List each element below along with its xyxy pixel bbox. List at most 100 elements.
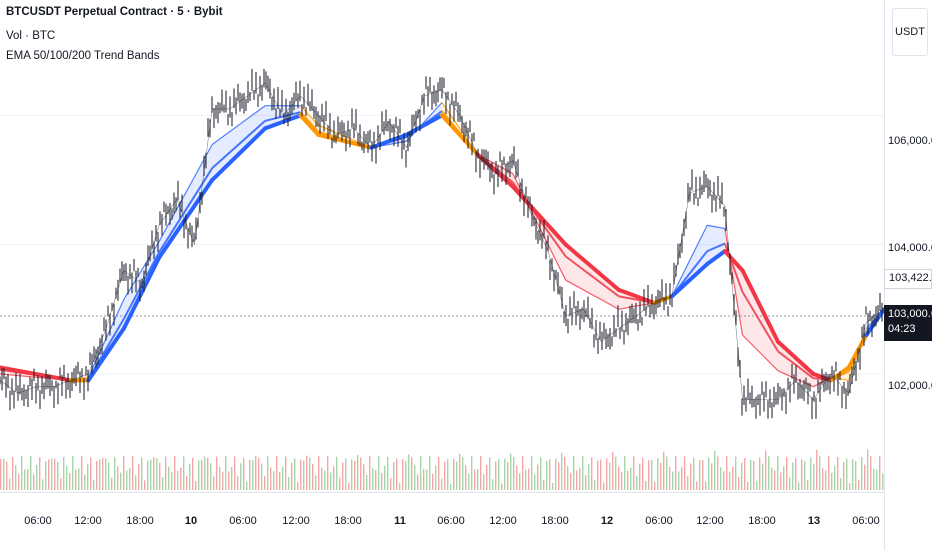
volume-bar (330, 472, 332, 490)
time-tick: 12:00 (696, 515, 724, 527)
price-point (247, 82, 266, 97)
volume-bar (387, 456, 389, 490)
volume-bar (372, 468, 374, 490)
volume-bar (93, 479, 95, 490)
volume-bar (765, 450, 767, 490)
price-point (0, 380, 18, 394)
ema-200-segment (121, 255, 162, 331)
volume-bar (204, 456, 206, 490)
symbol-legend[interactable]: BTCUSDT Perpetual Contract · 5 · Bybit (6, 6, 223, 18)
volume-bar (522, 456, 524, 490)
volume-bar (558, 462, 560, 490)
volume-bar (402, 459, 404, 490)
price-chart[interactable] (0, 0, 884, 492)
volume-bar (351, 459, 353, 490)
volume-bar (411, 457, 413, 490)
volume-bar (243, 457, 245, 490)
ema-200-segment (475, 152, 515, 189)
volume-bar (855, 461, 857, 490)
volume-bar (873, 468, 875, 490)
price-point (158, 199, 178, 226)
volume-bar (399, 483, 401, 490)
volume-bar (465, 465, 467, 490)
ema-200-segment (775, 339, 816, 376)
volume-bar (180, 467, 182, 490)
volume-bar (666, 456, 668, 490)
price-point (671, 192, 690, 297)
price-point (318, 115, 337, 135)
volume-bar (159, 462, 161, 490)
volume-bar (258, 457, 260, 490)
volume-bar (3, 458, 5, 490)
volume-bar (870, 456, 872, 490)
volume-bar (39, 457, 41, 490)
volume-bar (393, 462, 395, 490)
volume-bar (261, 463, 263, 490)
volume-bar (714, 451, 716, 490)
price-point (105, 270, 125, 329)
volume-bar (375, 470, 377, 490)
ema-100-segment (158, 167, 214, 253)
ema-100-segment (777, 350, 814, 380)
volume-bar (645, 480, 647, 490)
volume-bar (693, 457, 695, 490)
price-point (494, 160, 513, 174)
volume-bar (687, 476, 689, 490)
volume-legend[interactable]: Vol · BTC (6, 30, 56, 42)
volume-bar (570, 472, 572, 490)
price-point (830, 373, 849, 394)
volume-bar (564, 456, 566, 490)
time-tick-day: 10 (184, 515, 198, 527)
volume-bar (519, 473, 521, 490)
volume-bar (600, 459, 602, 490)
price-point (70, 373, 89, 381)
chart-area[interactable]: BTCUSDT Perpetual Contract · 5 · Bybit V… (0, 0, 884, 492)
volume-bar (579, 468, 581, 490)
price-point (636, 302, 655, 316)
volume-bar (363, 464, 365, 490)
volume-bar (708, 457, 710, 490)
volume-bar (780, 472, 782, 490)
volume-bar (369, 456, 371, 490)
ema-200-segment (0, 365, 73, 383)
price-point (194, 108, 213, 245)
ema-200-segment (705, 249, 727, 267)
ema-200-segment (846, 333, 869, 370)
volume-bar (342, 462, 344, 490)
price-tick-104000: 104,000.0 (888, 242, 932, 254)
volume-bar (321, 467, 323, 490)
currency-button[interactable]: USDT (892, 8, 928, 56)
volume-bar (36, 464, 38, 490)
volume-bar (309, 457, 311, 490)
volume-bar (804, 460, 806, 490)
volume-bar (648, 460, 650, 490)
volume-bar (444, 461, 446, 490)
indicator-legend[interactable]: EMA 50/100/200 Trend Bands (6, 50, 160, 62)
price-point (848, 322, 867, 394)
volume-bar (366, 474, 368, 490)
price-point (335, 128, 354, 136)
volume-bar (675, 456, 677, 490)
volume-bar (882, 473, 884, 490)
time-axis[interactable] (0, 492, 884, 551)
volume-bar (678, 471, 680, 490)
volume-bar (345, 458, 347, 490)
volume-bar (489, 457, 491, 490)
price-tick-102000: 102,000.0 (888, 380, 932, 392)
volume-bar (285, 456, 287, 490)
volume-bar (849, 483, 851, 490)
volume-bar (642, 457, 644, 490)
volume-bar (300, 459, 302, 490)
ema-50-segment (211, 105, 266, 145)
volume-bar (96, 461, 98, 490)
volume-bar (246, 481, 248, 490)
ema-200-segment (740, 268, 780, 344)
volume-bar (90, 457, 92, 490)
volume-layer (0, 449, 884, 490)
volume-bar (720, 467, 722, 490)
volume-bar (864, 464, 866, 490)
ema-100-segment (565, 255, 620, 298)
ema-100-segment (741, 291, 779, 352)
current-price-label: 103,000.6 04:23 (884, 305, 932, 341)
volume-bar (822, 468, 824, 490)
